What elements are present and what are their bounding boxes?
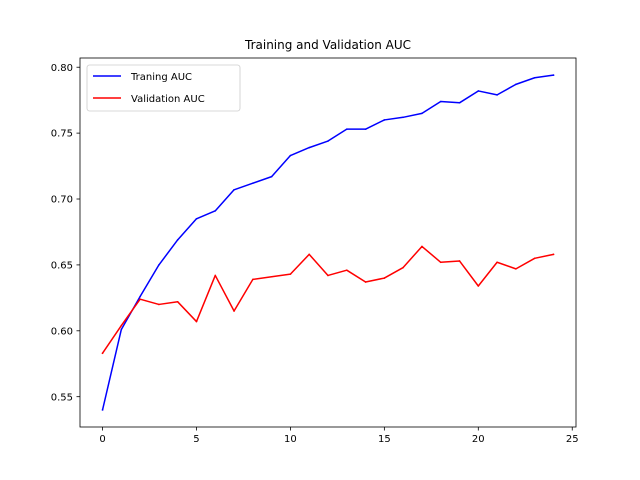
data-point-1-4	[176, 301, 179, 303]
data-point-0-10	[289, 154, 292, 157]
data-point-1-12	[327, 274, 329, 277]
data-point-0-24	[552, 74, 555, 76]
data-point-0-7	[233, 188, 235, 191]
data-point-0-19	[458, 102, 461, 104]
data-point-1-8	[252, 278, 254, 281]
data-point-1-14	[364, 281, 367, 283]
data-point-0-11	[308, 146, 311, 149]
data-point-1-1	[120, 324, 123, 327]
data-point-0-23	[533, 76, 536, 79]
data-point-1-16	[402, 266, 404, 269]
data-point-1-19	[458, 260, 461, 262]
legend-box	[86, 64, 241, 112]
data-point-1-24	[552, 253, 555, 256]
data-point-0-1	[120, 328, 123, 331]
plot-frame	[79, 57, 577, 428]
y-tick-label-5: 0.80	[51, 63, 73, 74]
data-point-1-7	[233, 310, 235, 312]
data-point-1-3	[158, 303, 160, 306]
data-point-1-6	[214, 274, 217, 277]
data-point-1-21	[496, 261, 498, 264]
x-tick-label-0: 0	[99, 434, 105, 445]
data-point-0-8	[252, 182, 254, 184]
data-point-0-12	[327, 140, 329, 142]
data-point-1-2	[139, 298, 141, 300]
data-point-0-17	[421, 112, 423, 115]
legend-label-0: Traning AUC	[130, 72, 192, 83]
data-point-1-15	[383, 277, 386, 279]
legend-label-1: Validation AUC	[131, 94, 205, 105]
x-tick-label-3: 15	[378, 434, 391, 445]
data-point-0-2	[139, 295, 141, 298]
series-layer	[101, 74, 555, 411]
x-tick-label-1: 5	[193, 434, 199, 445]
y-tick-label-3: 0.70	[51, 195, 73, 206]
data-point-0-6	[214, 210, 217, 212]
data-point-1-17	[421, 245, 423, 248]
data-point-0-0	[101, 409, 104, 411]
data-point-0-20	[477, 90, 480, 92]
data-point-1-9	[270, 275, 273, 278]
x-tick-label-5: 25	[566, 434, 579, 445]
y-tick-label-0: 0.55	[51, 392, 73, 403]
data-point-0-9	[270, 175, 273, 178]
data-point-0-13	[345, 128, 348, 130]
chart-title: Training and Validation AUC	[244, 38, 411, 52]
data-point-0-18	[439, 100, 442, 103]
data-point-1-13	[345, 269, 348, 271]
data-point-0-3	[158, 264, 160, 266]
data-point-0-22	[515, 83, 517, 86]
data-point-0-16	[402, 116, 404, 119]
data-point-0-4	[176, 239, 179, 241]
x-tick-label-4: 20	[472, 434, 485, 445]
data-point-0-14	[364, 128, 367, 130]
data-point-1-23	[533, 257, 536, 260]
data-point-1-11	[308, 253, 311, 256]
data-point-1-5	[195, 320, 198, 323]
data-point-1-20	[477, 285, 480, 287]
data-point-0-21	[496, 94, 498, 96]
y-tick-label-1: 0.60	[51, 326, 73, 337]
data-point-0-15	[383, 119, 386, 121]
data-point-1-22	[515, 268, 517, 270]
axes-layer: 0 5 10 15 20 25 0.55 0.60 0.65 0.70 0.75 0.80	[51, 57, 579, 445]
data-point-1-10	[289, 273, 292, 275]
y-tick-label-4: 0.75	[51, 129, 73, 140]
y-tick-label-2: 0.65	[51, 261, 73, 272]
data-point-1-18	[439, 261, 442, 264]
data-point-0-5	[195, 217, 198, 220]
data-point-1-0	[101, 352, 104, 355]
legend: Traning AUC Validation AUC	[86, 64, 241, 112]
x-tick-label-2: 10	[284, 434, 297, 445]
